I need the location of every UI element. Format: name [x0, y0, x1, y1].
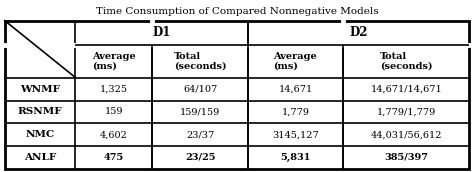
Text: 5,831: 5,831 — [280, 153, 310, 162]
Text: NMC: NMC — [26, 130, 55, 139]
Text: 14,671: 14,671 — [278, 85, 312, 94]
Text: Average
(ms): Average (ms) — [273, 52, 317, 71]
Text: 4,602: 4,602 — [100, 130, 128, 139]
Text: 3145,127: 3145,127 — [272, 130, 319, 139]
Text: 64/107: 64/107 — [183, 85, 217, 94]
Text: 1,779: 1,779 — [282, 108, 310, 116]
Text: 385/397: 385/397 — [384, 153, 428, 162]
Text: ANLF: ANLF — [24, 153, 56, 162]
Text: D1: D1 — [153, 26, 171, 39]
Text: 44,031/56,612: 44,031/56,612 — [371, 130, 442, 139]
Text: 159/159: 159/159 — [180, 108, 220, 116]
Text: Time Consumption of Compared Nonnegative Models: Time Consumption of Compared Nonnegative… — [96, 7, 378, 16]
Text: 23/25: 23/25 — [185, 153, 215, 162]
Text: Average
(ms): Average (ms) — [92, 52, 136, 71]
Text: 1,779/1,779: 1,779/1,779 — [376, 108, 436, 116]
Text: Total
(seconds): Total (seconds) — [174, 52, 226, 71]
Text: 1,325: 1,325 — [100, 85, 128, 94]
Text: 159: 159 — [105, 108, 123, 116]
Text: RSNMF: RSNMF — [18, 108, 63, 116]
Text: 14,671/14,671: 14,671/14,671 — [370, 85, 442, 94]
Text: WNMF: WNMF — [20, 85, 60, 94]
Text: D2: D2 — [349, 26, 368, 39]
Bar — [5, 21, 469, 169]
Text: 475: 475 — [104, 153, 124, 162]
Text: Total
(seconds): Total (seconds) — [380, 52, 432, 71]
Text: 23/37: 23/37 — [186, 130, 214, 139]
